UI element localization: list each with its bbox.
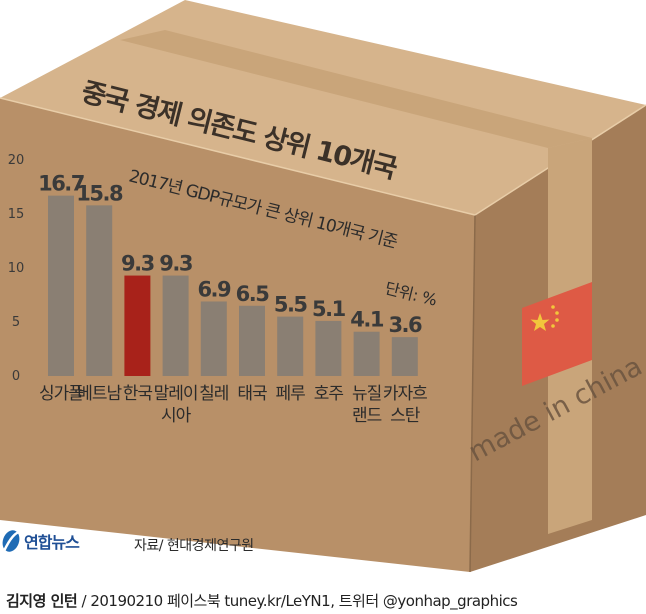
y-tick-label: 15	[8, 207, 25, 222]
value-label: 3.6	[388, 313, 422, 337]
category-label: 카자흐	[383, 384, 427, 404]
bar	[200, 301, 227, 376]
category-label: 태국	[237, 384, 267, 404]
box-front-face	[0, 98, 475, 572]
chart-svg: made in china 중국 경제 의존도 상위 10개국 2017년 GD…	[0, 0, 646, 573]
y-axis: 0 5 10 15 20	[8, 153, 25, 384]
bar	[353, 331, 380, 376]
value-labels: 16.715.89.3 9.36.9 6.5 5.5 5.1 4.1 3.6	[38, 172, 423, 337]
packing-tape	[120, 30, 592, 148]
bar	[124, 275, 151, 376]
bar-series	[48, 195, 418, 376]
bar	[315, 320, 342, 376]
bar	[48, 195, 74, 376]
category-label: 페루	[276, 384, 306, 404]
box-top-face	[0, 0, 646, 215]
china-flag	[522, 282, 592, 386]
bar	[162, 275, 189, 376]
footer: 김지영 인턴 / 20190210 페이스북 tuney.kr/LeYN1, 트…	[0, 582, 646, 614]
yonhap-logo: 연합뉴스	[2, 530, 81, 552]
value-label: 9.3	[121, 252, 154, 276]
y-tick-label: 5	[12, 315, 20, 330]
value-label: 6.5	[236, 282, 270, 306]
category-label: 뉴질	[352, 384, 381, 404]
category-label: 스탄	[390, 406, 421, 426]
bar	[391, 337, 418, 376]
category-label: 칠레	[199, 384, 228, 404]
credit-line: 김지영 인턴 / 20190210 페이스북 tuney.kr/LeYN1, 트…	[6, 590, 518, 611]
value-label: 15.8	[76, 181, 123, 205]
category-label: 시아	[161, 406, 192, 426]
y-tick-label: 10	[8, 261, 25, 276]
box-edge	[0, 97, 476, 216]
value-label: 5.1	[312, 297, 346, 321]
bar	[86, 205, 113, 376]
value-label: 5.5	[274, 293, 308, 317]
bar	[277, 316, 304, 376]
category-label: 말레이	[154, 384, 198, 404]
value-label: 16.7	[38, 172, 84, 196]
value-label: 6.9	[197, 277, 231, 301]
y-tick-label: 20	[8, 153, 25, 168]
credit-details: / 20190210 페이스북 tuney.kr/LeYN1, 트위터 @yon…	[77, 592, 518, 610]
category-label: 베트남	[77, 384, 122, 404]
category-label: 호주	[314, 384, 344, 404]
source-note: 자료/ 현대경제연구원	[134, 538, 254, 554]
logo-swoosh	[2, 530, 23, 552]
category-label: 랜드	[352, 406, 382, 426]
bar	[239, 305, 265, 376]
category-label: 한국	[123, 384, 153, 404]
credit-author: 김지영 인턴	[6, 592, 78, 610]
value-label: 9.3	[159, 252, 192, 276]
logo-text: 연합뉴스	[24, 533, 80, 552]
y-tick-label: 0	[12, 369, 20, 384]
box-edge	[469, 214, 476, 573]
category-label: 싱가폴	[39, 384, 83, 404]
value-label: 4.1	[350, 308, 384, 332]
